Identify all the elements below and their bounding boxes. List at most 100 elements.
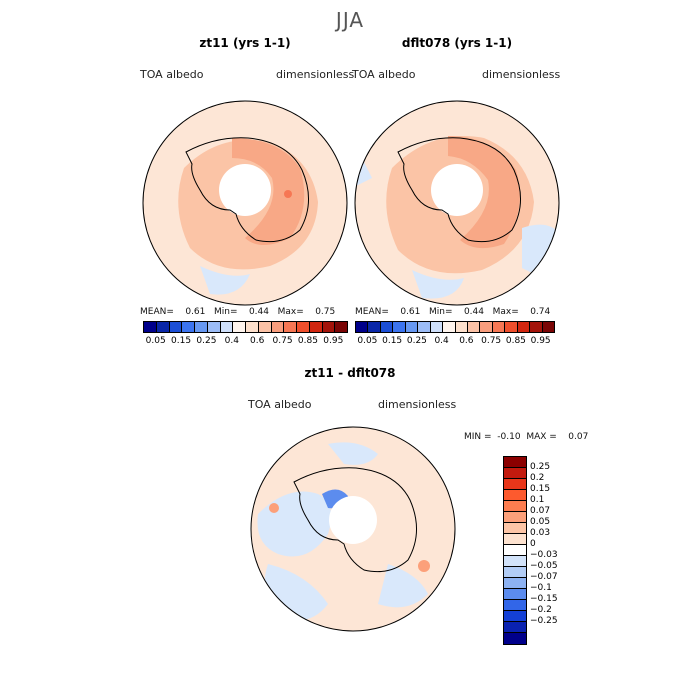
mean-label: MEAN=	[140, 307, 174, 317]
colorbar-tick-label: −0.2	[530, 605, 552, 615]
colorbar-tick-label: 0.85	[297, 336, 318, 346]
max-label: Max=	[492, 307, 519, 317]
min-value: 0.44	[463, 307, 484, 317]
colorbar-swatch	[246, 322, 259, 332]
colorbar-tick-label: −0.07	[530, 572, 558, 582]
colorbar-swatch	[504, 600, 526, 611]
colorbar-swatch	[504, 589, 526, 600]
negative-diff-region	[328, 442, 378, 465]
max-value: 0.07	[568, 432, 589, 442]
colorbar-tick-label: −0.05	[530, 561, 558, 571]
colorbar-tick-label: 0.75	[272, 336, 293, 346]
colorbar-swatch	[356, 322, 369, 332]
colorbar-swatch	[504, 523, 526, 534]
colorbar-tick-label: 0.03	[530, 528, 551, 538]
colorbar-swatch	[297, 322, 310, 332]
colorbar-tick-label: −0.25	[530, 616, 558, 626]
colorbar-tick-label: 0.25	[530, 462, 551, 472]
low-albedo-patch	[412, 270, 464, 299]
colorbar-swatch	[368, 322, 381, 332]
colorbar-tick-label: 0.4	[224, 336, 239, 346]
colorbar-tick-label: 0.15	[530, 484, 551, 494]
colorbar-swatch	[530, 322, 543, 332]
antarctica-coastline	[293, 467, 418, 573]
colorbar-swatch	[233, 322, 246, 332]
antarctica-coastline	[397, 137, 522, 243]
positive-diff-spot	[269, 503, 279, 513]
colorbar-swatch	[418, 322, 431, 332]
colorbar-swatch	[517, 322, 531, 332]
diff-title: zt11 - dflt078	[304, 366, 396, 380]
colorbar-tick-label: −0.15	[530, 594, 558, 604]
negative-diff-region	[378, 564, 428, 608]
variable-label: TOA albedo	[248, 398, 312, 411]
min-value: 0.44	[248, 307, 269, 317]
season-title: JJA	[335, 8, 365, 32]
colorbar-swatch	[504, 512, 526, 523]
colorbar-tick-label: 0.05	[530, 517, 551, 527]
max-value: 0.74	[530, 307, 551, 317]
colorbar-tick-label: 0.95	[530, 336, 551, 346]
colorbar-tick-label: 0.4	[434, 336, 449, 346]
high-albedo-zone	[232, 138, 305, 245]
colorbar-swatch	[182, 322, 195, 332]
colorbar-swatch	[504, 501, 526, 512]
diff-colorbar-labels: 0.25 0.2 0.15 0.1 0.07 0.05 0.03 0 −0.03 −0.05 −0.…	[530, 456, 590, 626]
colorbar-swatch	[207, 322, 221, 332]
no-data-polar-cap	[219, 164, 271, 216]
units-label: dimensionless	[276, 68, 355, 81]
colorbar-swatch	[504, 534, 526, 545]
colorbar-labels-dflt078: 0.05 0.15 0.25 0.4 0.6 0.75 0.85 0.95	[355, 336, 553, 348]
colorbar-swatch	[443, 322, 456, 332]
colorbar-zt11	[143, 321, 348, 333]
max-albedo-spot	[284, 190, 292, 198]
colorbar-swatch	[492, 322, 506, 332]
min-label: Min=	[428, 307, 453, 317]
colorbar-swatch	[504, 556, 526, 567]
map-border	[354, 100, 560, 306]
min-label: MIN =	[464, 432, 492, 442]
colorbar-swatch	[504, 545, 526, 556]
stats-zt11: MEAN= 0.61 Min= 0.44 Max= 0.75	[140, 307, 335, 317]
map-dflt078	[354, 100, 560, 306]
colorbar-tick-label: 0.15	[382, 336, 403, 346]
min-value: -0.10	[497, 432, 521, 442]
colorbar-tick-label: 0.6	[250, 336, 265, 346]
colorbar-swatch	[504, 633, 526, 644]
colorbar-tick-label: 0.1	[530, 495, 545, 505]
colorbar-swatch	[505, 322, 518, 332]
max-label: Max=	[277, 307, 304, 317]
units-label: dimensionless	[482, 68, 561, 81]
colorbar-tick-label: 0.15	[171, 336, 192, 346]
colorbar-swatch	[504, 457, 526, 468]
mean-label: MEAN=	[355, 307, 389, 317]
mean-value: 0.61	[400, 307, 421, 317]
min-label: Min=	[213, 307, 238, 317]
map-difference	[250, 426, 456, 632]
colorbar-swatch	[504, 490, 526, 501]
colorbar-tick-label: 0.05	[357, 336, 378, 346]
colorbar-swatch	[430, 322, 444, 332]
colorbar-tick-label: 0.6	[459, 336, 474, 346]
colorbar-tick-label: 0.85	[505, 336, 526, 346]
colorbar-tick-label: 0.07	[530, 506, 551, 516]
colorbar-swatch	[480, 322, 493, 332]
panel-title-zt11: zt11 (yrs 1-1)	[199, 36, 291, 50]
colorbar-swatch	[504, 611, 526, 622]
mean-value: 0.61	[185, 307, 206, 317]
colorbar-tick-label: 0.05	[145, 336, 166, 346]
diff-stats: MIN = -0.10 MAX = 0.07	[464, 432, 588, 442]
colorbar-swatch	[455, 322, 468, 332]
units-label: dimensionless	[378, 398, 457, 411]
colorbar-swatch	[195, 322, 208, 332]
colorbar-swatch	[271, 322, 285, 332]
colorbar-swatch	[504, 567, 526, 578]
positive-diff-spot	[418, 560, 430, 572]
colorbar-swatch	[504, 468, 526, 479]
max-label: MAX =	[526, 432, 557, 442]
low-albedo-patch	[522, 224, 559, 288]
colorbar-dflt078	[355, 321, 555, 333]
colorbar-swatch	[504, 578, 526, 589]
map-border	[250, 426, 456, 632]
colorbar-tick-label: 0.25	[406, 336, 427, 346]
